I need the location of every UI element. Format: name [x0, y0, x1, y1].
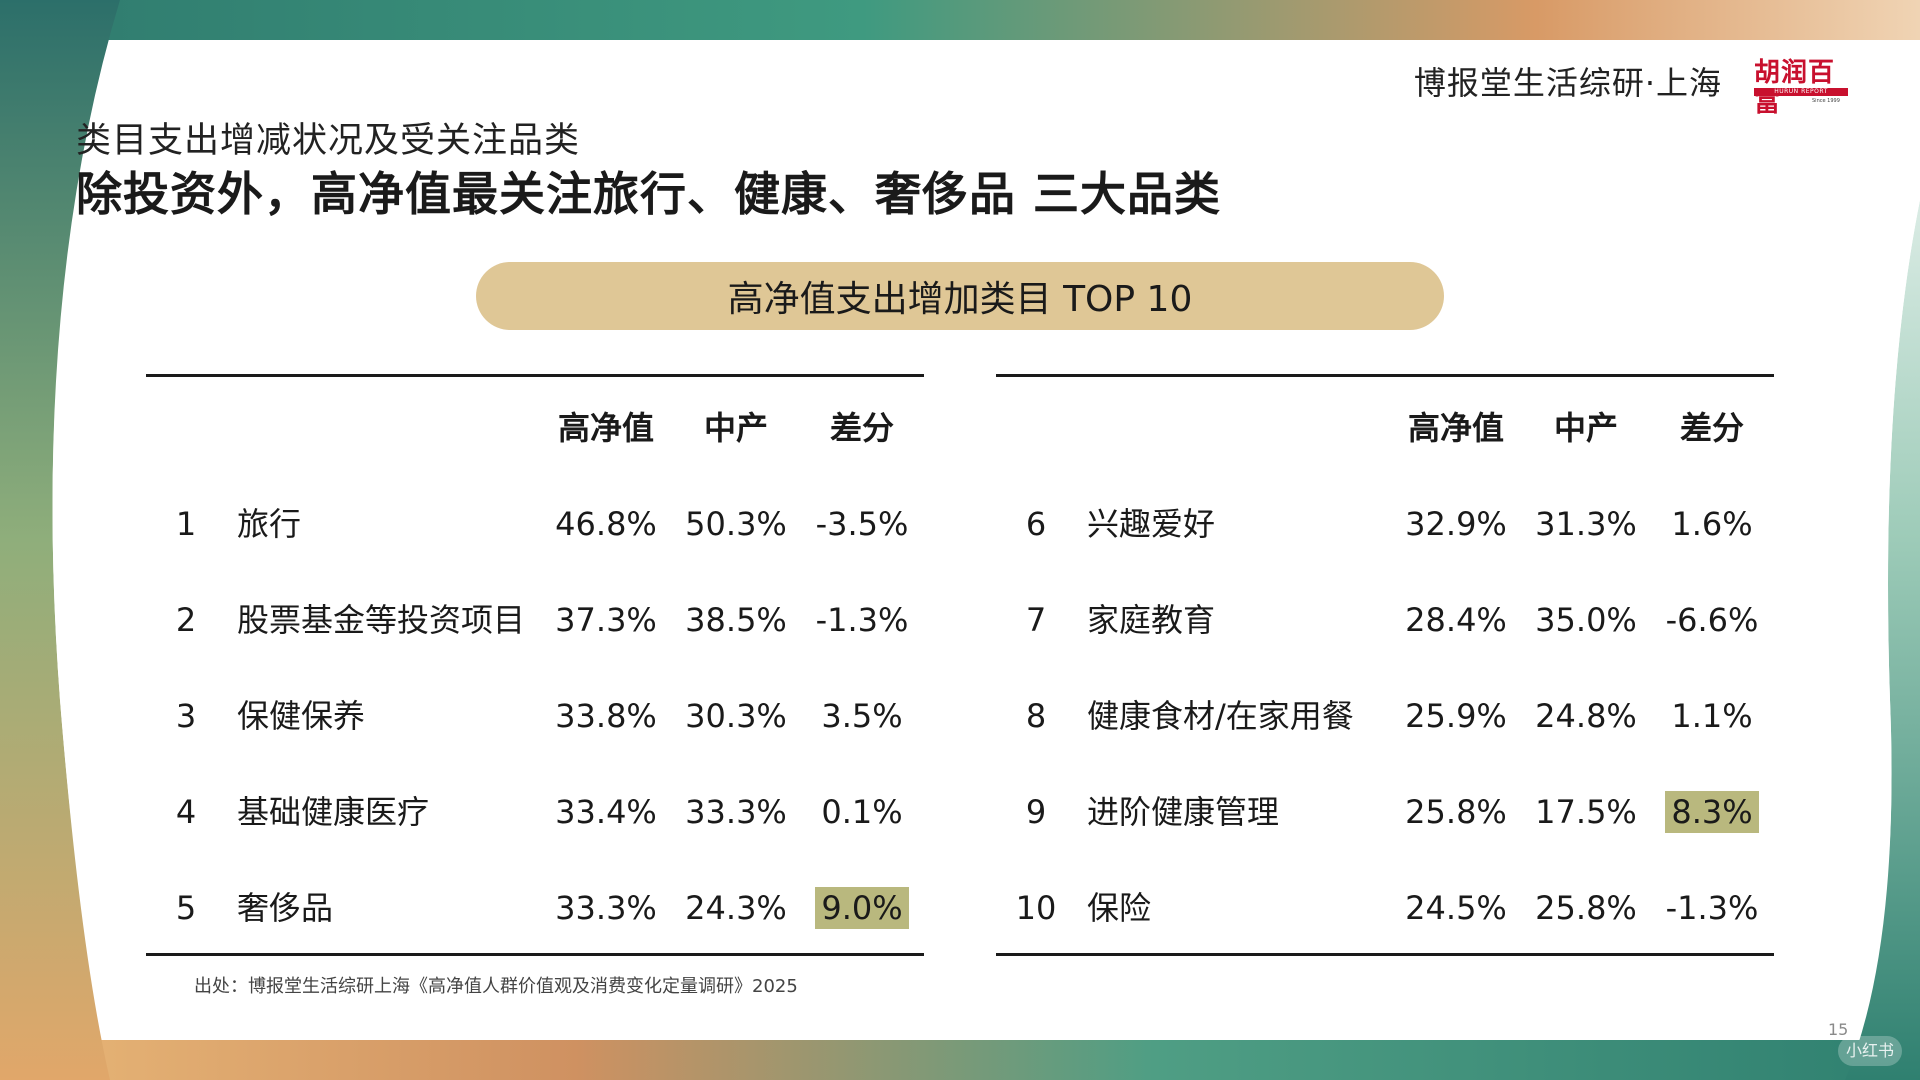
table-right: 高净值 中产 差分 6 兴趣爱好 32.9% 31.3% 1.6% 7 家庭教育…	[996, 374, 1774, 956]
diff-cell: 1.1%	[1642, 686, 1782, 746]
category-cell: 进阶健康管理	[1087, 793, 1280, 831]
middle-cell: 17.5%	[1535, 793, 1637, 831]
diff-cell: 0.1%	[792, 782, 932, 842]
middle-cell: 50.3%	[685, 505, 787, 543]
rank-cell: 8	[1025, 697, 1047, 735]
table-row: 5 奢侈品 33.3% 24.3% 9.0%	[146, 878, 924, 938]
diff-value: 3.5%	[821, 697, 903, 735]
table-header-row: 高净值 中产 差分	[996, 398, 1774, 458]
diff-cell: -1.3%	[1642, 878, 1782, 938]
diff-cell: -6.6%	[1642, 590, 1782, 650]
diff-cell: -1.3%	[792, 590, 932, 650]
category-cell: 旅行	[237, 505, 302, 543]
diff-cell: 9.0%	[792, 878, 932, 938]
column-header-hnw: 高净值	[557, 409, 654, 447]
middle-cell: 31.3%	[1535, 505, 1637, 543]
diff-value: 1.1%	[1671, 697, 1753, 735]
rank-cell: 10	[1015, 889, 1057, 927]
category-cell: 股票基金等投资项目	[237, 601, 526, 639]
hnw-cell: 33.3%	[555, 889, 657, 927]
rank-cell: 1	[175, 505, 197, 543]
category-cell: 保险	[1087, 889, 1152, 927]
diff-value-highlighted: 8.3%	[1665, 791, 1759, 833]
diff-cell: 3.5%	[792, 686, 932, 746]
hnw-cell: 25.9%	[1405, 697, 1507, 735]
category-cell: 奢侈品	[237, 889, 334, 927]
rank-cell: 9	[1025, 793, 1047, 831]
hnw-cell: 46.8%	[555, 505, 657, 543]
column-header-middle: 中产	[703, 409, 768, 447]
table-header-row: 高净值 中产 差分	[146, 398, 924, 458]
middle-cell: 24.8%	[1535, 697, 1637, 735]
column-header-diff: 差分	[1679, 409, 1744, 447]
rank-cell: 6	[1025, 505, 1047, 543]
table-banner: 高净值支出增加类目 TOP 10	[476, 262, 1444, 330]
category-cell: 兴趣爱好	[1087, 505, 1216, 543]
table-row: 10 保险 24.5% 25.8% -1.3%	[996, 878, 1774, 938]
page-title: 除投资外，高净值最关注旅行、健康、奢侈品 三大品类	[76, 167, 1222, 221]
rank-cell: 4	[175, 793, 197, 831]
diff-value: -1.3%	[1665, 889, 1759, 927]
hnw-cell: 37.3%	[555, 601, 657, 639]
diff-cell: 1.6%	[1642, 494, 1782, 554]
category-cell: 家庭教育	[1087, 601, 1216, 639]
diff-value: 0.1%	[821, 793, 903, 831]
rank-cell: 2	[175, 601, 197, 639]
diff-cell: -3.5%	[792, 494, 932, 554]
table-row: 1 旅行 46.8% 50.3% -3.5%	[146, 494, 924, 554]
table-row: 7 家庭教育 28.4% 35.0% -6.6%	[996, 590, 1774, 650]
hnw-cell: 33.8%	[555, 697, 657, 735]
middle-cell: 25.8%	[1535, 889, 1637, 927]
middle-cell: 38.5%	[685, 601, 787, 639]
diff-value: 1.6%	[1671, 505, 1753, 543]
logo-cn-text: 胡润百富	[1754, 58, 1836, 118]
hnw-cell: 28.4%	[1405, 601, 1507, 639]
brand-text: 博报堂生活综研·上海	[1413, 64, 1722, 102]
diff-value: -3.5%	[815, 505, 909, 543]
table-row: 6 兴趣爱好 32.9% 31.3% 1.6%	[996, 494, 1774, 554]
table-row: 4 基础健康医疗 33.4% 33.3% 0.1%	[146, 782, 924, 842]
brand-header: 博报堂生活综研·上海 胡润百富 HURUN REPORT Since 1999	[1413, 58, 1854, 118]
diff-value: -6.6%	[1665, 601, 1759, 639]
source-note: 出处：博报堂生活综研上海《高净值人群价值观及消费变化定量调研》2025	[194, 976, 798, 997]
rank-cell: 7	[1025, 601, 1047, 639]
rank-cell: 3	[175, 697, 197, 735]
category-cell: 基础健康医疗	[237, 793, 430, 831]
table-row: 9 进阶健康管理 25.8% 17.5% 8.3%	[996, 782, 1774, 842]
logo-en-text: HURUN REPORT	[1774, 88, 1828, 95]
table-row: 3 保健保养 33.8% 30.3% 3.5%	[146, 686, 924, 746]
table-row: 2 股票基金等投资项目 37.3% 38.5% -1.3%	[146, 590, 924, 650]
table-left: 高净值 中产 差分 1 旅行 46.8% 50.3% -3.5% 2 股票基金等…	[146, 374, 924, 956]
hnw-cell: 24.5%	[1405, 889, 1507, 927]
middle-cell: 33.3%	[685, 793, 787, 831]
diff-value-highlighted: 9.0%	[815, 887, 909, 929]
hnw-cell: 33.4%	[555, 793, 657, 831]
diff-value: -1.3%	[815, 601, 909, 639]
middle-cell: 30.3%	[685, 697, 787, 735]
middle-cell: 24.3%	[685, 889, 787, 927]
category-cell: 健康食材/在家用餐	[1087, 697, 1354, 735]
diff-cell: 8.3%	[1642, 782, 1782, 842]
hurun-logo: 胡润百富 HURUN REPORT Since 1999	[1754, 58, 1854, 118]
table-row: 8 健康食材/在家用餐 25.9% 24.8% 1.1%	[996, 686, 1774, 746]
logo-bar	[1754, 88, 1848, 96]
hnw-cell: 32.9%	[1405, 505, 1507, 543]
hnw-cell: 25.8%	[1405, 793, 1507, 831]
rank-cell: 5	[175, 889, 197, 927]
middle-cell: 35.0%	[1535, 601, 1637, 639]
logo-since-text: Since 1999	[1812, 98, 1840, 104]
page-subtitle: 类目支出增减状况及受关注品类	[76, 121, 581, 161]
category-cell: 保健保养	[237, 697, 366, 735]
column-header-middle: 中产	[1553, 409, 1618, 447]
column-header-hnw: 高净值	[1407, 409, 1504, 447]
column-header-diff: 差分	[829, 409, 894, 447]
page-number: 15	[1828, 1020, 1849, 1039]
watermark: 小红书	[1838, 1036, 1902, 1066]
banner-label: 高净值支出增加类目 TOP 10	[727, 279, 1193, 320]
